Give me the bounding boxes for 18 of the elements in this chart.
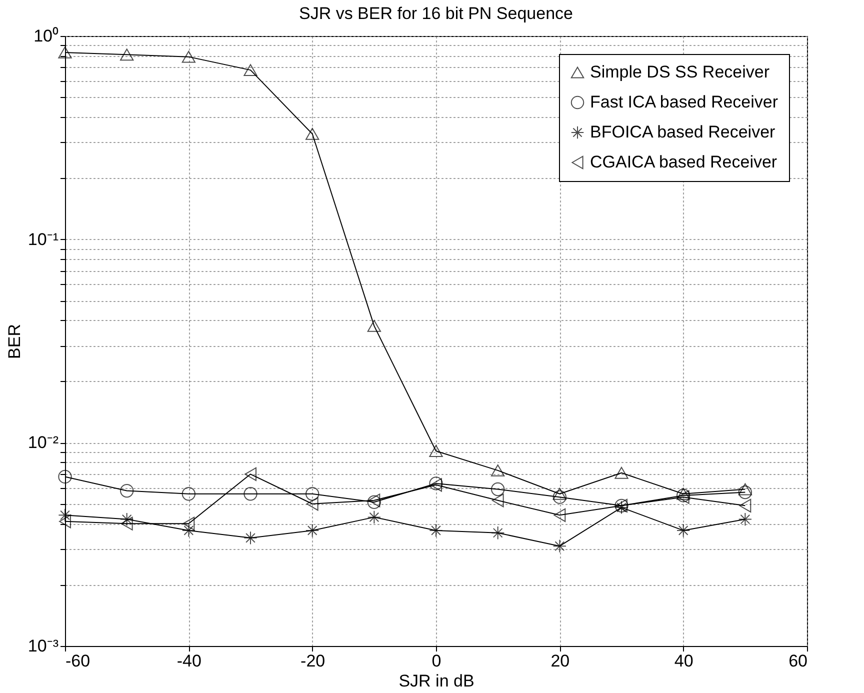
- x-tick-label: 20: [550, 652, 570, 670]
- x-tick-label: 60: [788, 652, 808, 670]
- x-tick-label: 40: [674, 652, 694, 670]
- x-tick-label: 0: [432, 652, 442, 670]
- y-tick-label: 10⁻²: [28, 433, 59, 452]
- y-axis-title: BER: [4, 324, 24, 359]
- x-tick-label: -40: [176, 652, 202, 670]
- y-tick-label: 10⁰: [34, 26, 58, 46]
- y-tick-label: 10⁻¹: [28, 230, 59, 249]
- x-tick-label: -60: [66, 652, 90, 670]
- legend-label: Fast ICA based Receiver: [590, 92, 778, 112]
- legend-label: BFOICA based Receiver: [590, 122, 776, 142]
- y-tick-label: 10⁻³: [28, 636, 59, 656]
- x-tick-label: -20: [300, 652, 326, 670]
- legend-label: Simple DS SS Receiver: [590, 62, 770, 82]
- legend-label: CGAICA based Receiver: [590, 152, 778, 172]
- x-axis-title: SJR in dB: [398, 672, 474, 690]
- chart-title: SJR vs BER for 16 bit PN Sequence: [298, 4, 574, 23]
